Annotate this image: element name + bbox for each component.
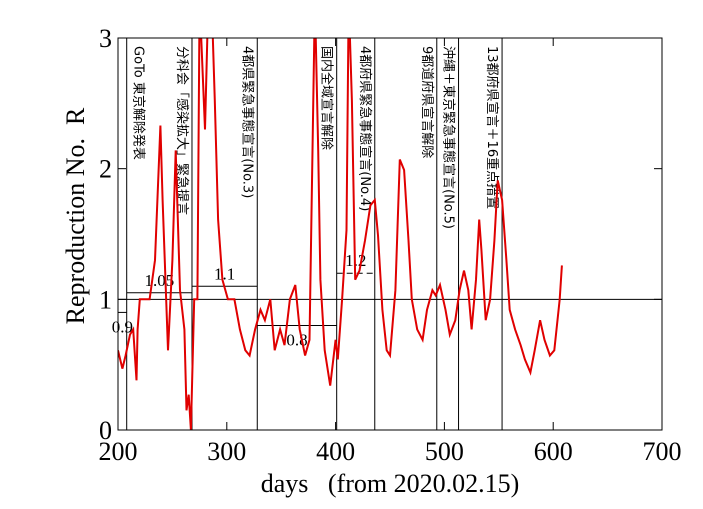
y-tick-label: 1 xyxy=(99,285,112,314)
x-axis-label: days (from 2020.02.15) xyxy=(261,469,520,498)
event-label: 4都県緊急事態宣言(No.3) xyxy=(239,46,255,198)
event-label: 13都府県宣言＋16重点措置 xyxy=(484,46,500,209)
event-label: 沖縄＋東京緊急事態宣言(No.5) xyxy=(441,46,457,229)
y-tick-label: 3 xyxy=(99,24,112,53)
data-line xyxy=(118,38,563,430)
plot-frame xyxy=(117,37,663,431)
event-label: 国内全域宣言解除 xyxy=(319,46,335,150)
event-label: 4都府県緊急事態宣言(No.4) xyxy=(357,46,373,211)
x-tick-label: 200 xyxy=(99,437,138,466)
x-tick-label: 400 xyxy=(316,437,355,466)
event-label: 9都道府県宣言解除 xyxy=(419,46,435,158)
x-tick-label: 700 xyxy=(643,437,682,466)
level-label: 1.1 xyxy=(214,264,235,283)
y-tick-label: 2 xyxy=(99,155,112,184)
x-tick-label: 500 xyxy=(425,437,464,466)
x-tick-label: 600 xyxy=(534,437,573,466)
event-label: 分科会「感染拡大」緊急提言 xyxy=(174,46,190,215)
y-tick-label: 0 xyxy=(99,416,112,445)
level-label: 0.8 xyxy=(286,330,307,349)
y-axis-label: Reproduction No. R xyxy=(61,107,90,324)
x-tick-label: 300 xyxy=(207,437,246,466)
event-label: GoTo 東京解除発表 xyxy=(131,46,147,160)
level-label: 1.05 xyxy=(144,271,174,290)
level-label: 0.9 xyxy=(112,317,133,336)
